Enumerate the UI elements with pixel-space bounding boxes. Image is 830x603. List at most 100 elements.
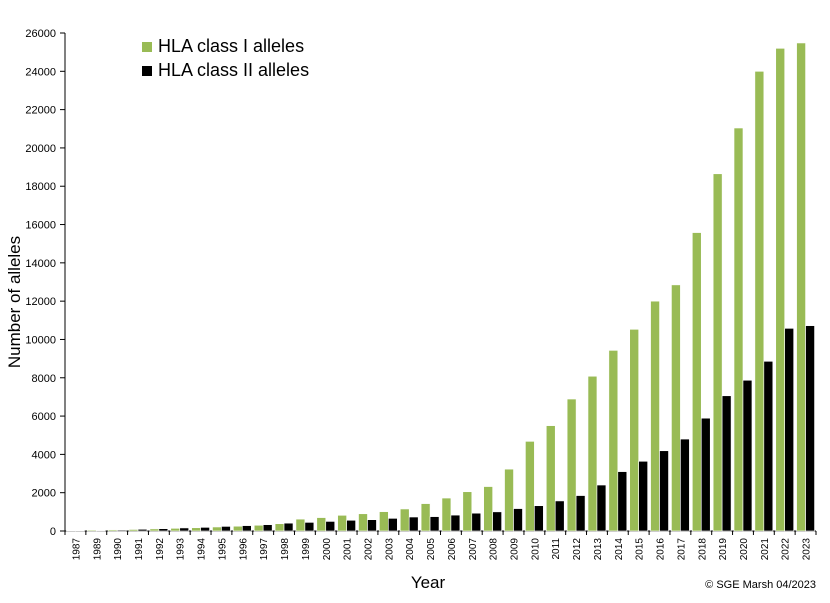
- x-tick-label: 1997: [259, 538, 270, 561]
- bar-class-ii: [137, 528, 148, 532]
- bar-class-i: [691, 232, 702, 532]
- bar-class-i: [650, 300, 660, 532]
- legend-swatch: [142, 66, 152, 76]
- y-tick-label: 24000: [25, 66, 56, 78]
- legend-label: HLA class I alleles: [158, 36, 304, 56]
- y-tick-label: 20000: [25, 143, 56, 155]
- y-tick-label: 0: [50, 526, 56, 538]
- bar-class-ii: [325, 521, 336, 532]
- x-tick-label: 2009: [510, 538, 521, 561]
- x-tick-label: 2020: [739, 538, 750, 561]
- x-tick-label: 1998: [280, 538, 291, 561]
- bar-class-ii: [638, 460, 648, 532]
- bar-class-i: [379, 511, 389, 532]
- x-tick-label: 2003: [384, 538, 395, 561]
- bar-class-ii: [763, 360, 774, 532]
- bar-class-i: [462, 491, 473, 532]
- bar-class-i: [754, 71, 765, 532]
- bar-class-ii: [429, 516, 440, 532]
- x-tick-label: 1989: [92, 538, 103, 561]
- bar-class-i: [212, 526, 222, 532]
- x-tick-label: 1990: [113, 538, 124, 561]
- bar-class-ii: [805, 325, 815, 532]
- x-tick-label: 2001: [343, 538, 354, 561]
- x-tick-label: 2015: [635, 538, 646, 561]
- bar-class-ii: [617, 471, 628, 532]
- bar-class-ii: [471, 512, 482, 532]
- x-tick-label: 1996: [238, 538, 249, 561]
- bar-class-i: [191, 527, 201, 532]
- bar-class-i: [483, 486, 493, 532]
- bar-class-ii: [596, 484, 607, 532]
- x-tick-label: 2013: [593, 538, 604, 561]
- x-tick-label: 2007: [468, 538, 479, 561]
- axes: 0 2000 4000 6000 8000 10000 12000 14000 16000 180…: [25, 28, 817, 561]
- bar-class-i: [253, 524, 264, 532]
- x-tick-label: 1999: [301, 538, 312, 561]
- bar-class-ii: [262, 524, 273, 532]
- x-tick-label: 1992: [155, 538, 166, 561]
- bar-class-i: [274, 523, 285, 532]
- bar-class-ii: [554, 500, 565, 532]
- bar-class-i: [295, 518, 306, 532]
- legend: HLA class I alleles HLA class II alleles: [142, 36, 309, 80]
- x-tick-label: 2008: [489, 538, 500, 561]
- x-tick-label: 2005: [426, 538, 437, 561]
- bar-class-i: [233, 525, 243, 532]
- x-tick-label: 2017: [676, 538, 687, 561]
- bar-class-i: [420, 503, 431, 532]
- y-tick-label: 10000: [25, 334, 56, 346]
- legend-swatch: [142, 42, 152, 52]
- x-tick-label: 2014: [614, 538, 625, 561]
- bar-class-i: [525, 441, 535, 532]
- bar-class-i: [545, 425, 556, 532]
- x-tick-label: 2011: [551, 538, 562, 560]
- x-tick-label: 2016: [656, 538, 667, 561]
- x-tick-label: 2012: [572, 538, 583, 561]
- bar-class-i: [629, 329, 639, 532]
- y-tick-label: 26000: [25, 28, 56, 40]
- bar-class-ii: [304, 522, 315, 532]
- x-tick-label: 1987: [71, 538, 82, 561]
- x-tick-label: 2004: [405, 538, 416, 561]
- bar-class-i: [107, 529, 118, 532]
- y-tick-label: 18000: [25, 181, 56, 193]
- bar-class-ii: [450, 514, 461, 532]
- bar-class-ii: [158, 528, 169, 532]
- bars: [66, 42, 815, 532]
- bar-class-i: [671, 284, 681, 532]
- bar-class-ii: [200, 527, 210, 532]
- bar-class-i: [337, 514, 347, 532]
- bar-class-i: [358, 513, 368, 532]
- y-tick-label: 12000: [25, 296, 56, 308]
- y-tick-label: 6000: [32, 411, 56, 423]
- bar-class-i: [504, 468, 514, 532]
- bar-class-ii: [179, 527, 190, 532]
- y-tick-label: 22000: [25, 105, 56, 117]
- bar-class-ii: [513, 508, 523, 532]
- x-tick-label: 2010: [530, 538, 541, 561]
- bar-class-ii: [116, 529, 127, 532]
- bar-class-ii: [742, 379, 753, 532]
- bar-class-ii: [700, 417, 711, 532]
- x-axis-label: Year: [411, 573, 446, 592]
- x-tick-label: 2006: [447, 538, 458, 561]
- bar-class-ii: [784, 328, 794, 532]
- bar-class-i: [733, 127, 744, 532]
- bar-class-i: [149, 528, 160, 532]
- bar-class-ii: [721, 395, 732, 532]
- bar-class-ii: [95, 530, 106, 532]
- x-tick-label: 2018: [697, 538, 708, 561]
- x-tick-label: 1993: [176, 538, 187, 561]
- x-tick-label: 1995: [217, 538, 228, 561]
- x-tick-label: 2022: [781, 538, 792, 561]
- y-tick-label: 4000: [32, 449, 56, 461]
- bar-class-i: [128, 529, 139, 532]
- bar-class-i: [170, 528, 181, 532]
- bar-class-ii: [388, 518, 398, 532]
- x-tick-label: 2000: [322, 538, 333, 561]
- bar-class-i: [441, 497, 452, 532]
- bar-class-ii: [367, 519, 377, 532]
